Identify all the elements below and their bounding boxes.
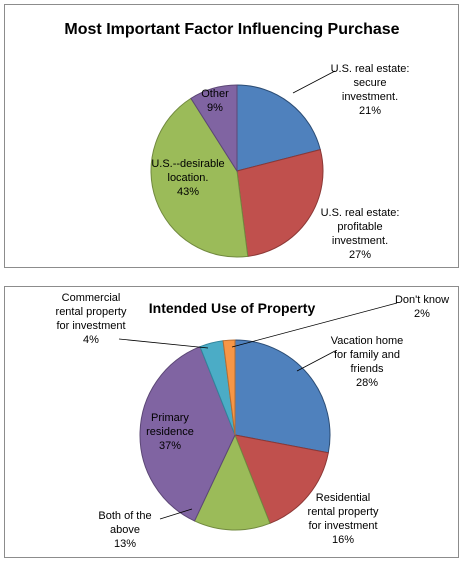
- chart-title: Most Important Factor Influencing Purcha…: [64, 21, 399, 38]
- pie-slice-both-of-the-above: [193, 433, 271, 531]
- pie-slices: [139, 339, 331, 531]
- leader-line: [296, 350, 336, 372]
- leader-line: [159, 508, 193, 520]
- pie-slice-don-t-know: [222, 339, 236, 436]
- data-label-residential-rental-property-for-investment: Residential rental property for investment…: [308, 492, 379, 546]
- leader-line: [292, 70, 336, 94]
- chart-title: Intended Use of Property: [149, 300, 316, 316]
- pie-slice-u-s-real-estate-profitable-investment: [236, 149, 324, 257]
- data-label-u-s-real-estate-secure-investment: U.S. real estate: secure investment. 21%: [331, 63, 410, 117]
- pie-slice-u-s-real-estate-secure-investment: [236, 84, 321, 172]
- data-label-don-t-know: Don't know 2%: [395, 294, 449, 320]
- chart-panel-intended-use: Intended Use of Property Vacation home fo…: [4, 286, 459, 558]
- leader-line: [118, 338, 209, 349]
- pie-slice-primary-residence: [139, 346, 236, 522]
- data-label-vacation-home-for-family-and-friends: Vacation home for family and friends 28%: [331, 335, 404, 389]
- pie-slice-residential-rental-property-for-investment: [234, 434, 329, 524]
- pie-chart-intended-use: Intended Use of Property Vacation home fo…: [56, 292, 450, 550]
- data-label-u-s-real-estate-profitable-investment: U.S. real estate: profitable investment. 27…: [321, 207, 400, 261]
- data-label-commercial-rental-property-for-investment: Commercial rental property for investment 4…: [56, 292, 127, 346]
- pie-slices: [150, 84, 324, 258]
- data-label-primary-residence: Primary residence 37%: [146, 412, 194, 452]
- data-label-other: Other 9%: [201, 88, 229, 114]
- data-label-u-s-desirable-location: U.S.--desirable location. 43%: [151, 158, 224, 198]
- leader-line: [231, 302, 398, 348]
- pie-slice-vacation-home-for-family-and-friends: [234, 339, 331, 454]
- data-label-both-of-the-above: Both of the above 13%: [98, 510, 151, 550]
- chart-panel-purchase-factor: Most Important Factor Influencing Purcha…: [4, 4, 459, 268]
- pie-chart-purchase-factor: Most Important Factor Influencing Purcha…: [64, 21, 410, 261]
- pie-slice-u-s-desirable-location: [150, 97, 249, 258]
- pie-slice-other: [190, 84, 238, 173]
